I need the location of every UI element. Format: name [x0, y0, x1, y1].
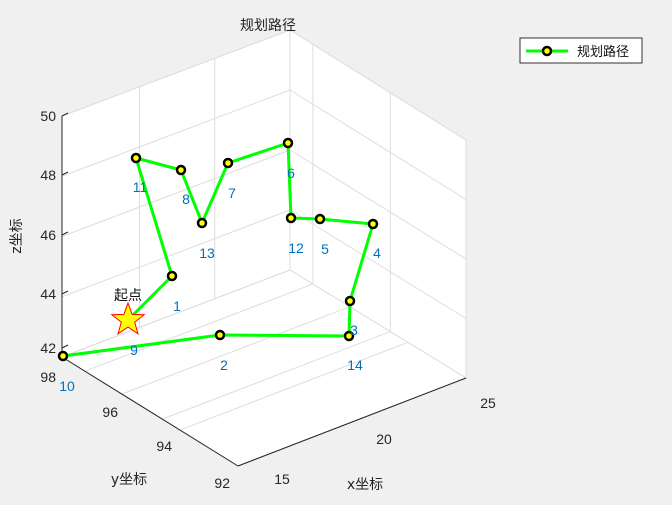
x-grid-floor [84, 283, 314, 372]
point-marker-3 [344, 295, 356, 307]
z-tick [61, 112, 69, 117]
point-marker-8 [175, 164, 187, 176]
z-tick-label: 50 [40, 108, 56, 124]
point-marker-2 [214, 329, 226, 341]
x-axis-label: x坐标 [347, 477, 383, 493]
z-tick-label: 44 [40, 286, 56, 302]
x-tick-label: 15 [274, 471, 290, 487]
z-grid-left [61, 269, 291, 358]
y-tick-label: 96 [102, 404, 118, 420]
y-grid-floor [179, 341, 409, 431]
point-marker-12 [285, 212, 297, 224]
y-tick-label: 92 [214, 475, 230, 491]
point-label-14: 14 [347, 357, 363, 373]
point-marker-13 [196, 217, 208, 229]
point-label-2: 2 [220, 357, 228, 373]
point-label-8: 8 [182, 191, 190, 207]
point-label-9: 9 [130, 342, 138, 358]
chart-title: 规划路径 [240, 18, 296, 34]
y-tick-label: 98 [40, 369, 56, 385]
point-marker-11 [130, 152, 142, 164]
y-grid-floor [121, 306, 351, 395]
point-label-12: 12 [288, 240, 304, 256]
point-marker-5 [314, 213, 326, 225]
z-tick [61, 231, 69, 236]
legend-marker [541, 45, 553, 57]
z-tick [61, 290, 69, 295]
x-tick-label: 20 [376, 431, 392, 447]
z-grid-back [289, 29, 467, 141]
point-label-7: 7 [228, 185, 236, 201]
legend-label: 规划路径 [577, 44, 629, 60]
point-marker-4 [367, 218, 379, 230]
z-tick-label: 48 [40, 167, 56, 183]
point-label-4: 4 [373, 245, 381, 261]
x-grid-floor [162, 331, 391, 420]
x-tick-label: 25 [480, 395, 496, 411]
y-axis-line [61, 356, 239, 467]
legend: 规划路径 [519, 37, 643, 64]
point-marker-7 [222, 157, 234, 169]
point-label-11: 11 [133, 179, 148, 195]
z-tick-label: 42 [40, 340, 56, 356]
point-marker-6 [282, 137, 294, 149]
z-grid-left [61, 29, 291, 117]
z-tick [61, 171, 69, 176]
point-label-5: 5 [321, 241, 329, 257]
point-label-10: 10 [59, 378, 75, 394]
z-axis-label: z坐标 [9, 218, 25, 253]
z-grid-back [289, 149, 467, 260]
z-grid-left [61, 209, 291, 298]
z-tick [61, 344, 69, 349]
axes [61, 116, 467, 467]
point-label-1: 1 [173, 298, 181, 314]
point-marker-14 [343, 330, 355, 342]
x-axis-line [237, 377, 467, 467]
z-grid-left [61, 149, 291, 237]
z-grid-left [61, 89, 291, 177]
y-tick-label: 94 [156, 438, 172, 454]
start-label: 起点 [114, 288, 142, 304]
point-label-6: 6 [287, 165, 295, 181]
path-markers [57, 137, 379, 362]
z-grid-back [289, 269, 467, 379]
path-polyline [62, 141, 375, 358]
start-star [110, 301, 146, 335]
plot-box [60, 29, 468, 467]
point-marker-10 [57, 350, 69, 362]
point-label-3: 3 [350, 322, 358, 338]
y-axis-label: y坐标 [111, 472, 147, 488]
z-grid-back [289, 209, 467, 319]
path-line [62, 141, 375, 358]
start-marker: 起点 [110, 288, 146, 335]
point-marker-1 [166, 270, 178, 282]
z-grid-back [289, 89, 467, 200]
z-tick-label: 46 [40, 227, 56, 243]
point-label-13: 13 [199, 245, 215, 261]
